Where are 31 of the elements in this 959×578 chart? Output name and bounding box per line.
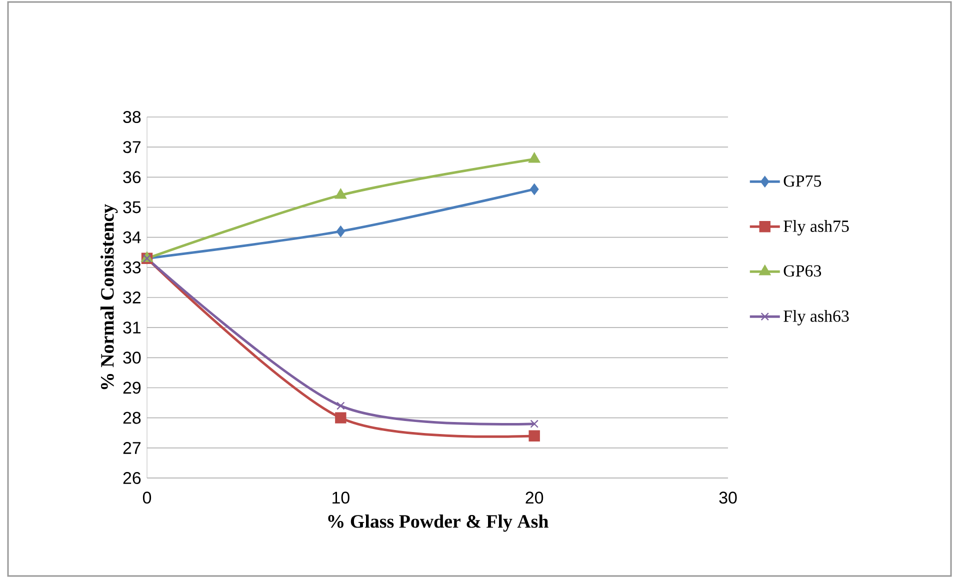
y-tick-label: 29: [123, 382, 141, 394]
point: [334, 188, 346, 199]
x-tick-label: 10: [332, 492, 350, 504]
y-tick-label: 35: [123, 201, 141, 214]
y-tick-label: 27: [123, 442, 140, 454]
y-tick-label: 34: [123, 231, 141, 244]
point: [528, 430, 540, 442]
point: [336, 226, 346, 237]
y-tick-label: 36: [123, 171, 141, 184]
point: [528, 152, 540, 163]
y-tick-label: 30: [123, 352, 141, 364]
y-tick-label: 28: [123, 412, 141, 424]
legend-label: GP75: [784, 175, 822, 187]
y-tick-label: 38: [123, 110, 141, 123]
point: [530, 420, 538, 428]
legend-label: Fly ash63: [784, 310, 849, 326]
point: [530, 184, 539, 195]
x-tick-label: 20: [526, 492, 544, 504]
y-tick-label: 32: [123, 292, 140, 304]
legend-label: Fly ash75: [784, 220, 849, 236]
x-tick-label: 0: [142, 492, 152, 504]
y-tick-label: 26: [123, 472, 141, 484]
x-tick-label: 30: [719, 492, 737, 504]
y-tick-label: 33: [123, 261, 141, 274]
y-axis-title: % Normal Consistency: [100, 204, 118, 390]
point: [335, 412, 346, 424]
x-axis-title: % Glass Powder & Fly Ash: [328, 514, 548, 532]
y-tick-label: 31: [123, 322, 141, 334]
legend-label: GP63: [784, 265, 822, 277]
y-tick-label: 37: [123, 141, 140, 154]
point: [336, 402, 345, 410]
